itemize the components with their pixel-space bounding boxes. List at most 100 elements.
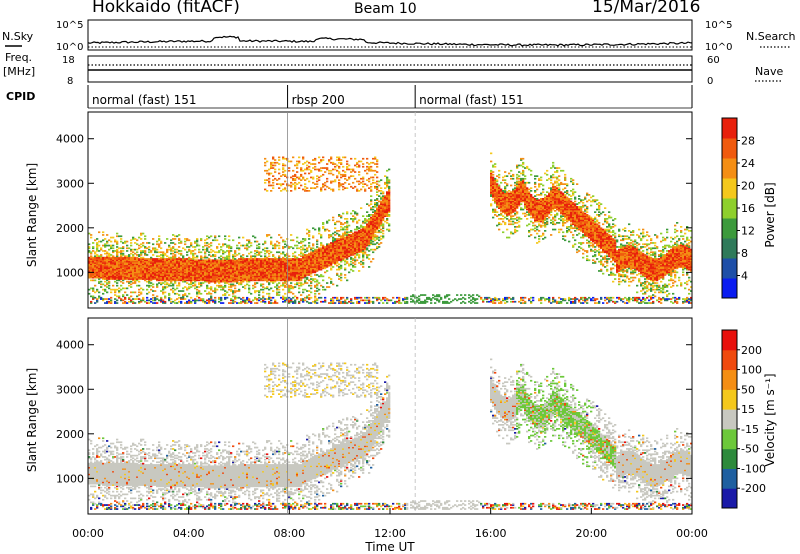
power-cell <box>222 280 225 283</box>
power-cell <box>88 267 91 270</box>
power-cell <box>228 244 231 247</box>
power-cell <box>322 288 325 291</box>
power-cell <box>382 195 385 197</box>
power-cell <box>308 234 311 236</box>
power-cell <box>348 236 351 239</box>
power-cell <box>284 264 287 267</box>
power-cell <box>454 298 457 300</box>
power-cell <box>366 243 369 246</box>
power-cell <box>284 164 287 167</box>
power-cell <box>106 298 109 300</box>
power-cell <box>350 212 353 215</box>
power-cell <box>282 258 285 260</box>
power-cell <box>114 267 117 270</box>
power-cell <box>106 262 109 264</box>
power-cell <box>330 251 333 254</box>
power-cell <box>250 242 253 244</box>
power-cell <box>344 171 347 173</box>
power-cell <box>210 295 213 298</box>
power-cell <box>258 279 261 282</box>
power-cell <box>498 198 501 200</box>
power-cell <box>348 235 351 238</box>
power-cell <box>420 300 423 303</box>
power-cell <box>304 270 307 272</box>
power-cell <box>254 264 257 267</box>
power-cell <box>424 302 427 304</box>
power-cell <box>270 161 273 164</box>
power-cell <box>296 262 299 264</box>
power-cell <box>224 279 227 282</box>
power-cell <box>298 156 301 159</box>
power-cell <box>198 276 201 279</box>
power-cell <box>188 283 191 286</box>
power-cell <box>384 206 387 208</box>
power-cell <box>388 215 391 217</box>
power-cell <box>294 264 297 267</box>
power-cell <box>140 234 143 236</box>
power-cell <box>160 298 163 300</box>
power-cell <box>284 279 287 282</box>
power-cell <box>338 255 341 258</box>
power-cell <box>330 172 333 175</box>
power-cell <box>496 299 499 302</box>
power-cell <box>304 254 307 256</box>
power-cell <box>292 279 295 282</box>
power-cell <box>106 279 109 282</box>
power-cell <box>98 264 101 267</box>
power-cell <box>346 167 349 169</box>
power-cell <box>354 212 357 215</box>
power-cell <box>322 223 325 226</box>
power-cell <box>326 243 329 246</box>
power-cell <box>318 263 321 266</box>
power-cell <box>336 159 339 161</box>
power-cell <box>302 275 305 278</box>
power-cell <box>150 262 153 264</box>
power-cell <box>218 282 221 284</box>
power-cell <box>320 159 323 161</box>
power-cell <box>130 280 133 283</box>
power-cell <box>368 187 371 189</box>
power-cell <box>378 236 381 239</box>
power-cell <box>180 271 183 274</box>
power-cell <box>498 202 501 204</box>
power-cell <box>212 264 215 267</box>
power-cell <box>256 258 259 260</box>
power-cell <box>356 231 359 234</box>
power-cell <box>178 290 181 292</box>
power-cell <box>304 239 307 242</box>
power-cell <box>282 247 285 250</box>
power-cell <box>96 260 99 263</box>
power-cell <box>100 283 103 286</box>
power-cell <box>236 268 239 271</box>
power-cell <box>288 247 291 250</box>
power-cell <box>106 270 109 272</box>
power-cell <box>344 173 347 176</box>
power-cell <box>236 275 239 278</box>
power-cell <box>338 188 341 191</box>
power-cell <box>122 263 125 266</box>
power-cell <box>200 251 203 254</box>
power-cell <box>114 300 117 303</box>
power-cell <box>108 263 111 266</box>
power-cell <box>226 278 229 280</box>
power-cell <box>346 244 349 247</box>
power-cell <box>168 279 171 282</box>
power-cell <box>386 198 389 200</box>
power-cell <box>308 268 311 271</box>
power-cell <box>116 264 119 267</box>
power-cell <box>162 274 165 276</box>
power-cell <box>350 242 353 244</box>
power-cell <box>294 181 297 184</box>
power-cell <box>150 260 153 263</box>
power-cell <box>226 267 229 270</box>
power-cell <box>368 230 371 232</box>
power-cell <box>328 255 331 258</box>
power-cell <box>194 287 197 290</box>
power-cell <box>108 267 111 270</box>
power-cell <box>168 275 171 278</box>
power-cell <box>238 272 241 275</box>
power-cell <box>278 260 281 263</box>
power-cell <box>150 259 153 262</box>
power-cell <box>362 165 365 168</box>
power-cell <box>278 267 281 270</box>
